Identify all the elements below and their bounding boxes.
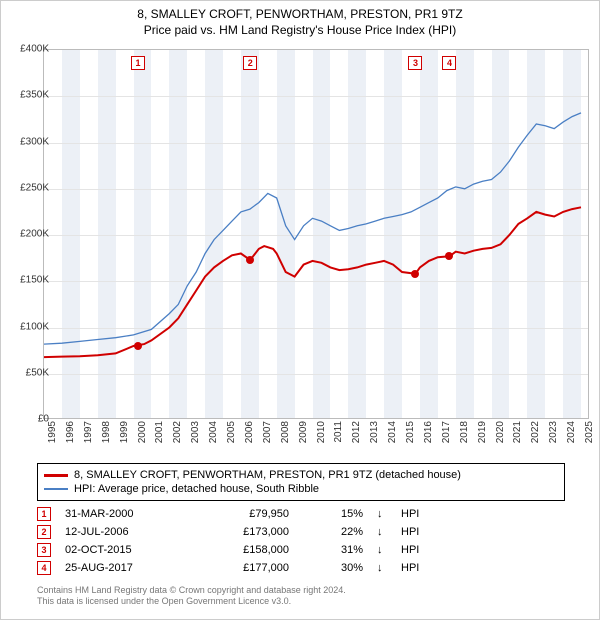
x-tick-label: 2018 <box>459 421 470 451</box>
y-tick-label: £250K <box>9 182 49 193</box>
x-tick-label: 2016 <box>423 421 434 451</box>
title-line-2: Price paid vs. HM Land Registry's House … <box>1 21 599 37</box>
footer-line-2: This data is licensed under the Open Gov… <box>37 596 346 607</box>
event-marker: 2 <box>37 525 51 539</box>
y-tick-label: £50K <box>9 367 49 378</box>
event-arrow-icon: ↓ <box>377 544 387 556</box>
event-date: 12-JUL-2006 <box>65 526 185 538</box>
sale-marker: 3 <box>408 56 422 70</box>
event-label: HPI <box>401 526 565 538</box>
x-tick-label: 1995 <box>47 421 58 451</box>
plot-area: 1 2 3 4 <box>43 49 589 419</box>
x-tick-label: 1999 <box>119 421 130 451</box>
sale-marker: 4 <box>442 56 456 70</box>
event-pct: 15% <box>303 508 363 520</box>
x-tick-label: 2020 <box>495 421 506 451</box>
event-arrow-icon: ↓ <box>377 508 387 520</box>
x-tick-label: 2000 <box>137 421 148 451</box>
y-tick-label: £200K <box>9 229 49 240</box>
sale-point <box>445 252 453 260</box>
x-tick-label: 2013 <box>369 421 380 451</box>
event-price: £79,950 <box>199 508 289 520</box>
event-row: 3 02-OCT-2015 £158,000 31% ↓ HPI <box>37 541 565 559</box>
event-pct: 22% <box>303 526 363 538</box>
x-tick-label: 2002 <box>172 421 183 451</box>
x-tick-label: 2017 <box>441 421 452 451</box>
legend-row-hpi: HPI: Average price, detached house, Sout… <box>44 482 558 496</box>
titles: 8, SMALLEY CROFT, PENWORTHAM, PRESTON, P… <box>1 1 599 37</box>
x-tick-label: 2014 <box>387 421 398 451</box>
event-label: HPI <box>401 562 565 574</box>
y-tick-label: £0 <box>9 414 49 425</box>
footer-line-1: Contains HM Land Registry data © Crown c… <box>37 585 346 596</box>
x-tick-label: 2010 <box>316 421 327 451</box>
legend: 8, SMALLEY CROFT, PENWORTHAM, PRESTON, P… <box>37 463 565 501</box>
x-tick-label: 2015 <box>405 421 416 451</box>
y-tick-label: £150K <box>9 275 49 286</box>
x-tick-label: 2008 <box>280 421 291 451</box>
x-tick-label: 2005 <box>226 421 237 451</box>
event-marker: 3 <box>37 543 51 557</box>
legend-swatch-price <box>44 474 68 477</box>
y-tick-label: £400K <box>9 44 49 55</box>
sale-marker: 1 <box>131 56 145 70</box>
event-label: HPI <box>401 508 565 520</box>
x-tick-label: 2024 <box>566 421 577 451</box>
x-tick-label: 2021 <box>512 421 523 451</box>
x-tick-label: 1998 <box>101 421 112 451</box>
legend-row-price: 8, SMALLEY CROFT, PENWORTHAM, PRESTON, P… <box>44 468 558 482</box>
chart-container: 8, SMALLEY CROFT, PENWORTHAM, PRESTON, P… <box>0 0 600 620</box>
x-tick-label: 2011 <box>333 421 344 451</box>
legend-swatch-hpi <box>44 488 68 490</box>
y-tick-label: £350K <box>9 90 49 101</box>
event-date: 02-OCT-2015 <box>65 544 185 556</box>
event-price: £173,000 <box>199 526 289 538</box>
events-table: 1 31-MAR-2000 £79,950 15% ↓ HPI 2 12-JUL-2006 £1… <box>37 505 565 577</box>
sale-point <box>134 342 142 350</box>
event-price: £158,000 <box>199 544 289 556</box>
x-tick-label: 2022 <box>530 421 541 451</box>
x-tick-label: 2025 <box>584 421 595 451</box>
sale-marker: 2 <box>243 56 257 70</box>
line-price <box>44 207 581 357</box>
event-pct: 31% <box>303 544 363 556</box>
x-tick-label: 2003 <box>190 421 201 451</box>
event-marker: 1 <box>37 507 51 521</box>
event-arrow-icon: ↓ <box>377 526 387 538</box>
x-tick-label: 2007 <box>262 421 273 451</box>
event-marker: 4 <box>37 561 51 575</box>
x-tick-label: 2023 <box>548 421 559 451</box>
chart-svg <box>44 50 590 420</box>
event-date: 31-MAR-2000 <box>65 508 185 520</box>
event-pct: 30% <box>303 562 363 574</box>
event-row: 1 31-MAR-2000 £79,950 15% ↓ HPI <box>37 505 565 523</box>
title-line-1: 8, SMALLEY CROFT, PENWORTHAM, PRESTON, P… <box>1 7 599 21</box>
line-hpi <box>44 113 581 344</box>
legend-label-hpi: HPI: Average price, detached house, Sout… <box>74 483 319 495</box>
x-tick-label: 2019 <box>477 421 488 451</box>
y-tick-label: £300K <box>9 136 49 147</box>
x-tick-label: 2004 <box>208 421 219 451</box>
event-date: 25-AUG-2017 <box>65 562 185 574</box>
footer: Contains HM Land Registry data © Crown c… <box>37 585 346 608</box>
x-tick-label: 2009 <box>298 421 309 451</box>
event-arrow-icon: ↓ <box>377 562 387 574</box>
x-tick-label: 2006 <box>244 421 255 451</box>
event-row: 2 12-JUL-2006 £173,000 22% ↓ HPI <box>37 523 565 541</box>
x-tick-label: 1996 <box>65 421 76 451</box>
event-label: HPI <box>401 544 565 556</box>
event-price: £177,000 <box>199 562 289 574</box>
x-tick-label: 2012 <box>351 421 362 451</box>
x-tick-label: 1997 <box>83 421 94 451</box>
x-tick-label: 2001 <box>154 421 165 451</box>
sale-point <box>411 270 419 278</box>
y-tick-label: £100K <box>9 321 49 332</box>
sale-point <box>246 256 254 264</box>
event-row: 4 25-AUG-2017 £177,000 30% ↓ HPI <box>37 559 565 577</box>
legend-label-price: 8, SMALLEY CROFT, PENWORTHAM, PRESTON, P… <box>74 469 461 481</box>
